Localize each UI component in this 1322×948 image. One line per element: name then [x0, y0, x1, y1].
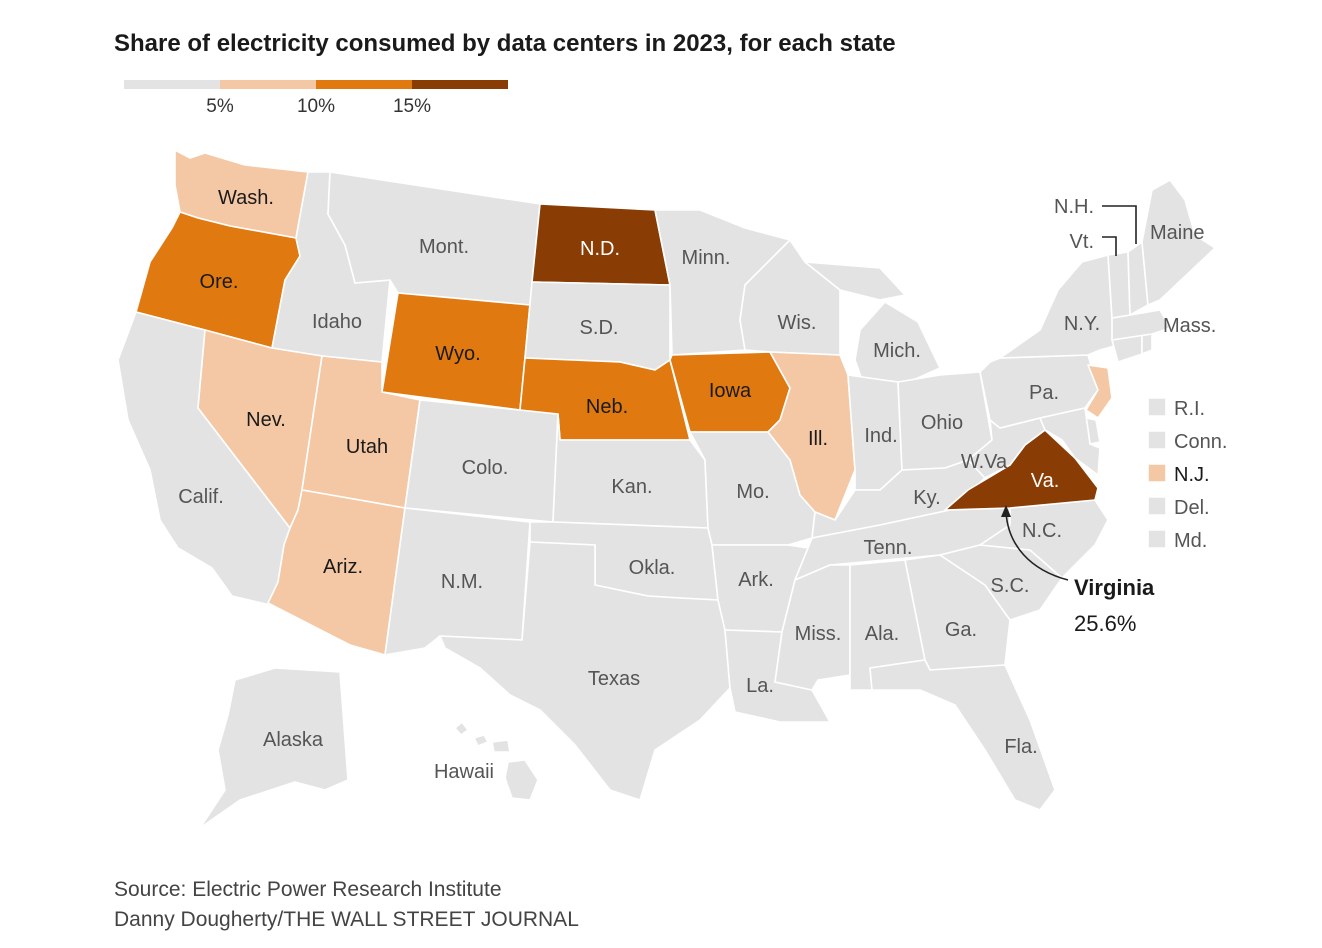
state-ms[interactable] — [774, 564, 851, 691]
label-wv: W.Va — [961, 451, 1008, 473]
virginia-callout-arrow — [1005, 511, 1069, 581]
label-in: Ind. — [864, 425, 897, 447]
label-hi: Hawaii — [434, 761, 494, 783]
label-oh: Ohio — [921, 412, 963, 434]
label-mt: Mont. — [419, 236, 469, 258]
label-tn: Tenn. — [864, 537, 913, 559]
label-ga: Ga. — [945, 619, 977, 641]
legend-tick-5: 5% — [206, 96, 234, 117]
label-wi: Wis. — [778, 312, 817, 334]
label-pa: Pa. — [1029, 382, 1059, 404]
legend-swatch-15-plus — [412, 80, 508, 89]
label-la: La. — [746, 675, 774, 697]
label-ak: Alaska — [263, 729, 324, 751]
state-mi[interactable] — [804, 261, 941, 389]
state-nc[interactable] — [979, 499, 1109, 579]
legend-label-ri: R.I. — [1174, 398, 1205, 420]
label-vt: Vt. — [1070, 231, 1094, 253]
label-ok: Okla. — [629, 557, 676, 579]
state-nj[interactable] — [1085, 364, 1113, 419]
legend-swatch-10-15 — [316, 80, 412, 89]
virginia-annotation: Virginia 25.6% — [1001, 505, 1155, 636]
label-nh: N.H. — [1054, 196, 1094, 218]
legend-tick-10: 10% — [296, 96, 336, 117]
state-box-ri[interactable] — [1147, 397, 1167, 417]
label-mn: Minn. — [682, 247, 731, 269]
state-md[interactable] — [1039, 407, 1101, 476]
small-state-legend — [1147, 397, 1167, 549]
nh-connector-line — [1102, 205, 1137, 244]
label-va: Va. — [1031, 470, 1060, 492]
label-me: Maine — [1150, 222, 1204, 244]
source-note: Source: Electric Power Research Institut… — [114, 878, 502, 901]
state-ak[interactable] — [199, 667, 349, 829]
small-state-connectors — [1102, 205, 1137, 256]
label-co: Colo. — [462, 457, 509, 479]
state-ri[interactable] — [1141, 333, 1153, 355]
label-mo: Mo. — [736, 481, 769, 503]
state-vt[interactable] — [1107, 251, 1131, 319]
label-ms: Miss. — [795, 623, 842, 645]
state-il[interactable] — [767, 351, 856, 521]
vt-connector-line — [1102, 236, 1117, 256]
label-nv: Nev. — [246, 409, 286, 431]
legend-label-md: Md. — [1174, 530, 1207, 552]
chart-title: Share of electricity consumed by data ce… — [114, 30, 896, 57]
label-fl: Fla. — [1004, 736, 1037, 758]
us-state-map: Wash. Ore. Calif. Idaho Nev. Mont. Wyo. … — [117, 149, 1227, 829]
state-me[interactable] — [1141, 179, 1216, 306]
state-va[interactable] — [944, 429, 1099, 511]
legend-swatch-0-5 — [124, 80, 220, 89]
label-nd: N.D. — [580, 238, 620, 260]
arrowhead-icon — [1001, 505, 1011, 517]
state-tx[interactable] — [439, 541, 731, 801]
legend-label-ct: Conn. — [1174, 431, 1227, 453]
label-or: Ore. — [200, 271, 239, 293]
label-id: Idaho — [312, 311, 362, 333]
label-mi: Mich. — [873, 340, 921, 362]
state-hi[interactable] — [454, 721, 539, 801]
state-ma[interactable] — [1111, 309, 1171, 341]
label-wa: Wash. — [218, 187, 274, 209]
state-box-ct[interactable] — [1147, 430, 1167, 450]
state-pa[interactable] — [979, 354, 1099, 429]
label-nm: N.M. — [441, 571, 483, 593]
label-sd: S.D. — [580, 317, 619, 339]
label-ma: Mass. — [1163, 315, 1216, 337]
label-ky: Ky. — [913, 487, 940, 509]
label-sc: S.C. — [991, 575, 1030, 597]
label-ar: Ark. — [738, 569, 774, 591]
state-ny[interactable] — [999, 254, 1119, 359]
label-ut: Utah — [346, 436, 388, 458]
label-wy: Wyo. — [435, 343, 480, 365]
label-tx: Texas — [588, 668, 640, 690]
label-al: Ala. — [865, 623, 899, 645]
label-il: Ill. — [808, 428, 828, 450]
state-fl[interactable] — [869, 659, 1056, 811]
color-legend: 5% 10% 15% — [124, 80, 524, 120]
label-az: Ariz. — [323, 556, 363, 578]
label-nc: N.C. — [1022, 520, 1062, 542]
label-ca: Calif. — [178, 486, 224, 508]
legend-tick-15: 15% — [392, 96, 432, 117]
state-box-md[interactable] — [1147, 529, 1167, 549]
virginia-annotation-name: Virginia — [1074, 575, 1155, 600]
label-ks: Kan. — [611, 476, 652, 498]
state-box-de[interactable] — [1147, 496, 1167, 516]
state-box-nj[interactable] — [1147, 463, 1167, 483]
label-ne: Neb. — [586, 396, 628, 418]
legend-label-de: Del. — [1174, 497, 1210, 519]
legend-swatch-5-10 — [220, 80, 316, 89]
legend-label-nj: N.J. — [1174, 464, 1210, 486]
label-ny: N.Y. — [1064, 313, 1100, 335]
label-ia: Iowa — [709, 380, 752, 402]
virginia-annotation-value: 25.6% — [1074, 611, 1136, 636]
credit-note: Danny Dougherty/THE WALL STREET JOURNAL — [114, 908, 579, 931]
